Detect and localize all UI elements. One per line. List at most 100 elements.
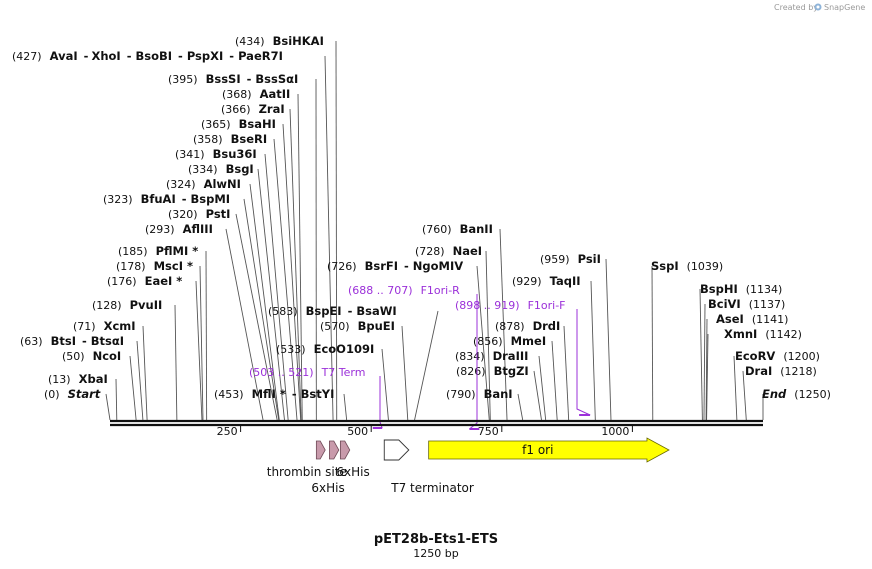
site-label-banii: (760) BanII [422, 222, 493, 236]
site-name: BfuAI [141, 192, 176, 206]
snapgene-logo-icon [814, 3, 822, 11]
site-separator: - [404, 259, 409, 273]
primer-name: F1ori-F [528, 299, 566, 312]
site-position: (178) [116, 260, 146, 273]
site-position: (395) [168, 73, 198, 86]
site-position: (13) [48, 373, 71, 386]
site-label-bspei: (583) BspEI - BsaWI [268, 304, 397, 318]
feature-arrow-f1-ori [428, 437, 670, 463]
site-position: (358) [193, 133, 223, 146]
site-position: (1134) [746, 283, 783, 296]
site-name: PflMI * [156, 244, 199, 258]
site-name: BanI [484, 387, 513, 401]
site-separator: - [84, 49, 89, 63]
site-name: MscI * [154, 259, 193, 273]
site-position: (320) [168, 208, 198, 221]
site-name: NgoMIV [413, 259, 463, 273]
site-position: (1218) [780, 365, 817, 378]
site-label-drdi: (878) DrdI [495, 319, 560, 333]
feature-arrow-thrombin-site [315, 440, 326, 460]
site-name: EcoRV [735, 349, 775, 363]
site-separator: - [348, 304, 353, 318]
site-label-bsahi: (365) BsaHI [201, 117, 276, 131]
site-name: BsoBI [135, 49, 172, 63]
site-line-mmei [551, 340, 558, 421]
primer-label-f1ori-f: (898 .. 919) F1ori-F [455, 299, 566, 312]
site-label-eco0109i: (533) EcoO109I [276, 342, 374, 356]
primer-label-t7-term: (503 .. 521) T7 Term [249, 366, 365, 379]
site-separator: - [247, 72, 252, 86]
site-name: AatII [260, 87, 291, 101]
site-position: (323) [103, 193, 133, 206]
site-line-avai [324, 55, 334, 421]
site-label-psti: (320) PstI [168, 207, 230, 221]
site-name: EaeI * [145, 274, 183, 288]
site-position: (856) [473, 335, 503, 348]
site-line-bpuei [401, 325, 409, 421]
scale-tick-label: 500 [347, 425, 368, 438]
site-position: (341) [175, 148, 205, 161]
site-line-xcmi [142, 325, 148, 421]
site-position: (293) [145, 223, 175, 236]
backbone-layer [110, 419, 763, 427]
site-name: BspEI [306, 304, 342, 318]
site-label-mmei: (856) MmeI [473, 334, 546, 348]
scale-tick-label: 750 [478, 425, 499, 438]
site-name: XmnI [724, 327, 757, 341]
site-line-ecorv [733, 355, 738, 421]
site-label-bani: (790) BanI [446, 387, 513, 401]
site-position: (0) [44, 388, 60, 401]
credit-text: Created by [774, 3, 818, 12]
site-name: BsaHI [239, 117, 276, 131]
site-position: (185) [118, 245, 148, 258]
site-name: PspXI [187, 49, 223, 63]
site-label-aatii: (368) AatII [222, 87, 290, 101]
feature-label-thrombin-site: thrombin site [267, 465, 347, 479]
site-name: DraI [745, 364, 772, 378]
primer-layer: (503 .. 521) T7 Term (688 .. 707) F1ori-R (8… [249, 284, 591, 430]
site-name: MflI * [252, 387, 286, 401]
site-label-ecorv: EcoRV (1200) [735, 349, 820, 363]
site-name: BciVI [708, 297, 741, 311]
site-name: TaqII [550, 274, 581, 288]
site-line-bspei [414, 310, 439, 421]
site-name: BspHI [700, 282, 738, 296]
site-position: (878) [495, 320, 525, 333]
primer-connector-f1ori-f [576, 309, 591, 416]
feature-arrow-t7-terminator [383, 439, 410, 461]
site-name: BanII [460, 222, 493, 236]
site-label-eaei: (176) EaeI * [107, 274, 182, 288]
site-line-bsgi [257, 168, 285, 421]
site-label-draiii: (834) DraIII [455, 349, 528, 363]
primer-range: (898 .. 919) [455, 299, 520, 312]
site-label-bsgi: (334) BsgI [188, 162, 254, 176]
site-name: BssSαI [255, 72, 298, 86]
site-line-start [105, 393, 111, 421]
site-separator: - [127, 49, 132, 63]
site-position: (1142) [765, 328, 802, 341]
site-separator: - [182, 192, 187, 206]
feature-label-6xhis-1: 6xHis [311, 481, 344, 495]
site-line-bsrfi [476, 265, 490, 421]
site-line-asei [705, 318, 708, 421]
site-line-zrai [289, 108, 302, 421]
primer-connector-f1ori-r [469, 294, 478, 430]
site-label-avai: (427) AvaI - XhoI - BsoBI - PspXI - PaeR7I [12, 49, 283, 63]
site-name: AlwNI [204, 177, 241, 191]
site-position: (63) [20, 335, 43, 348]
site-name: AvaI [50, 49, 78, 63]
site-position: (427) [12, 50, 42, 63]
site-label-end: End (1250) [762, 387, 831, 401]
site-position: (176) [107, 275, 137, 288]
site-position: (929) [512, 275, 542, 288]
site-line-bsahi [282, 123, 302, 421]
site-separator: - [292, 387, 297, 401]
site-name: ZraI [259, 102, 285, 116]
site-line-btsi [136, 340, 144, 421]
site-position: (728) [415, 245, 445, 258]
site-name: NcoI [93, 349, 122, 363]
site-line-psti [235, 213, 278, 421]
site-name: Bsu36I [213, 147, 257, 161]
site-name: SspI [651, 259, 679, 273]
site-label-xbai: (13) XbaI [48, 372, 108, 386]
